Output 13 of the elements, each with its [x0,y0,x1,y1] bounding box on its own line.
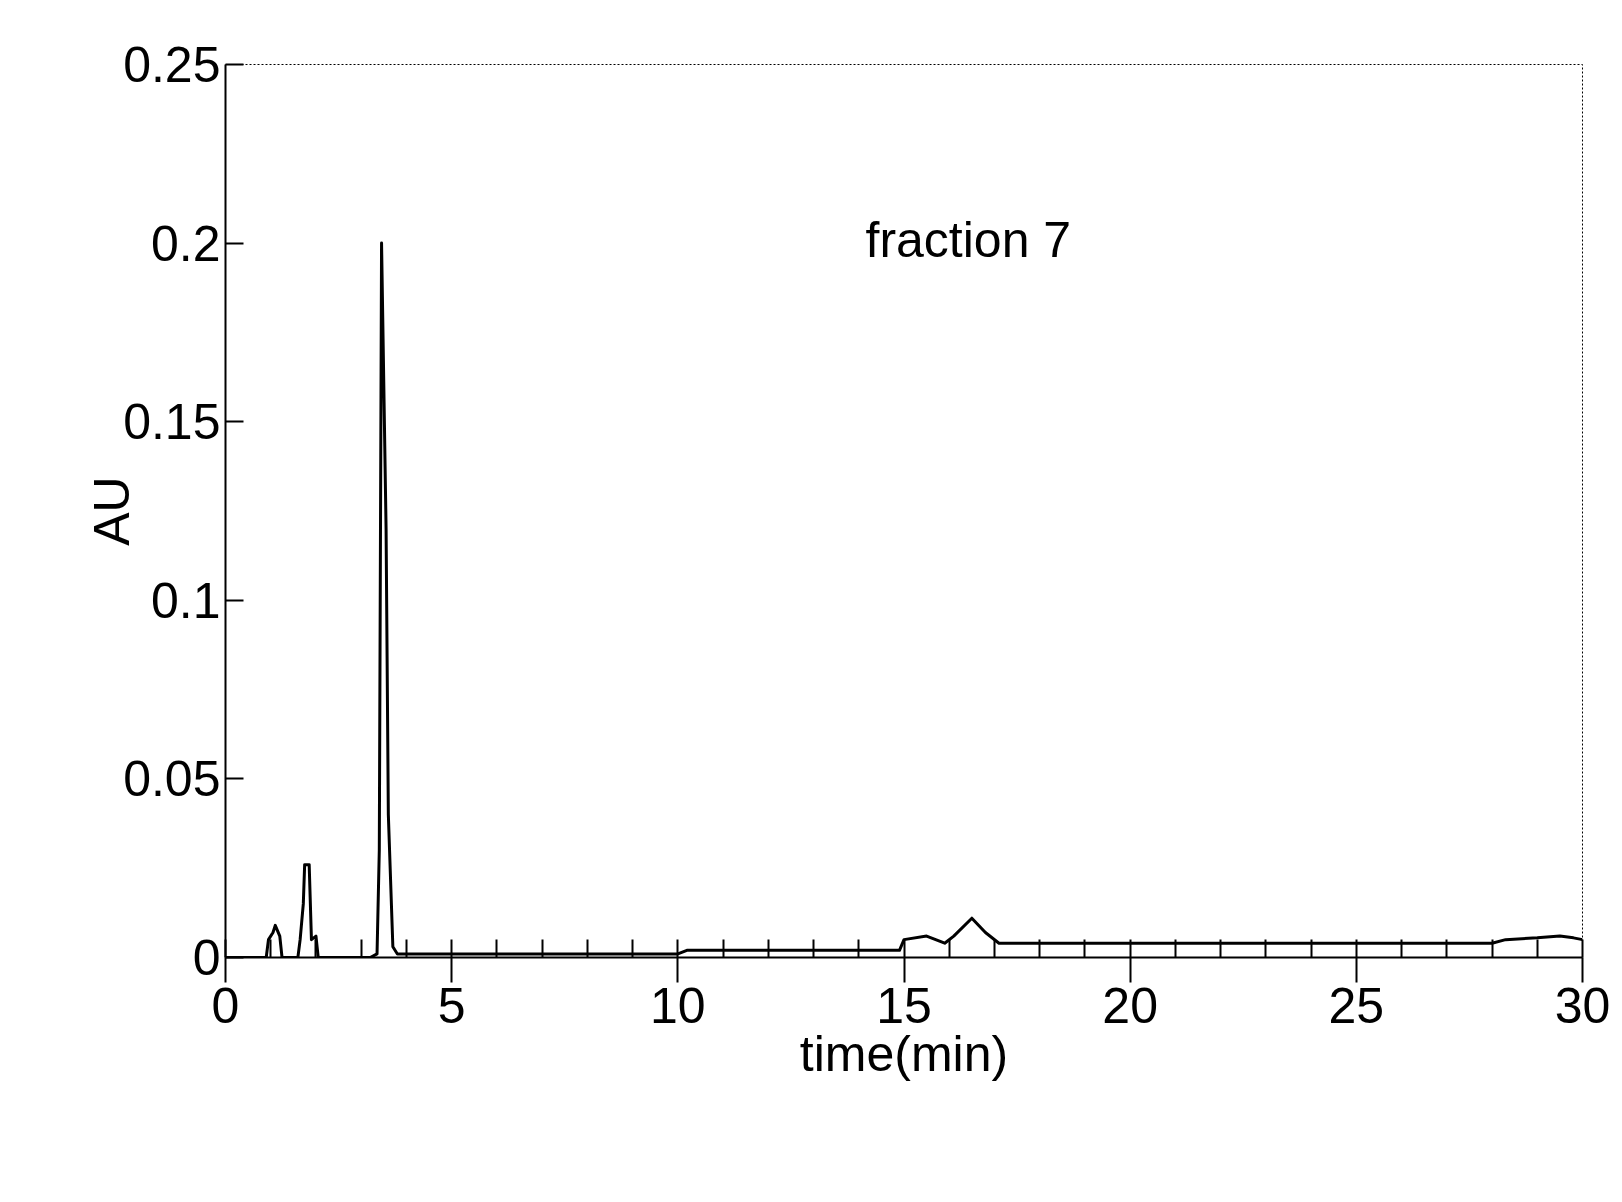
annotation: fraction 7 [865,211,1072,268]
y-tick-label: 0.15 [123,394,221,451]
y-axis-title: AU [84,476,141,546]
x-tick-label: 20 [1102,977,1158,1034]
x-tick-label: 10 [650,977,706,1034]
y-tick-label: 0.2 [150,215,221,272]
y-tick-label: 0.25 [123,37,221,93]
y-tick-label: 0.05 [123,751,221,808]
x-tick-label: 5 [437,977,466,1034]
x-tick-label: 30 [1554,977,1611,1034]
x-tick-label: 25 [1328,977,1385,1034]
y-tick-label: 0.1 [150,572,221,629]
y-tick-label: 0 [192,930,221,986]
